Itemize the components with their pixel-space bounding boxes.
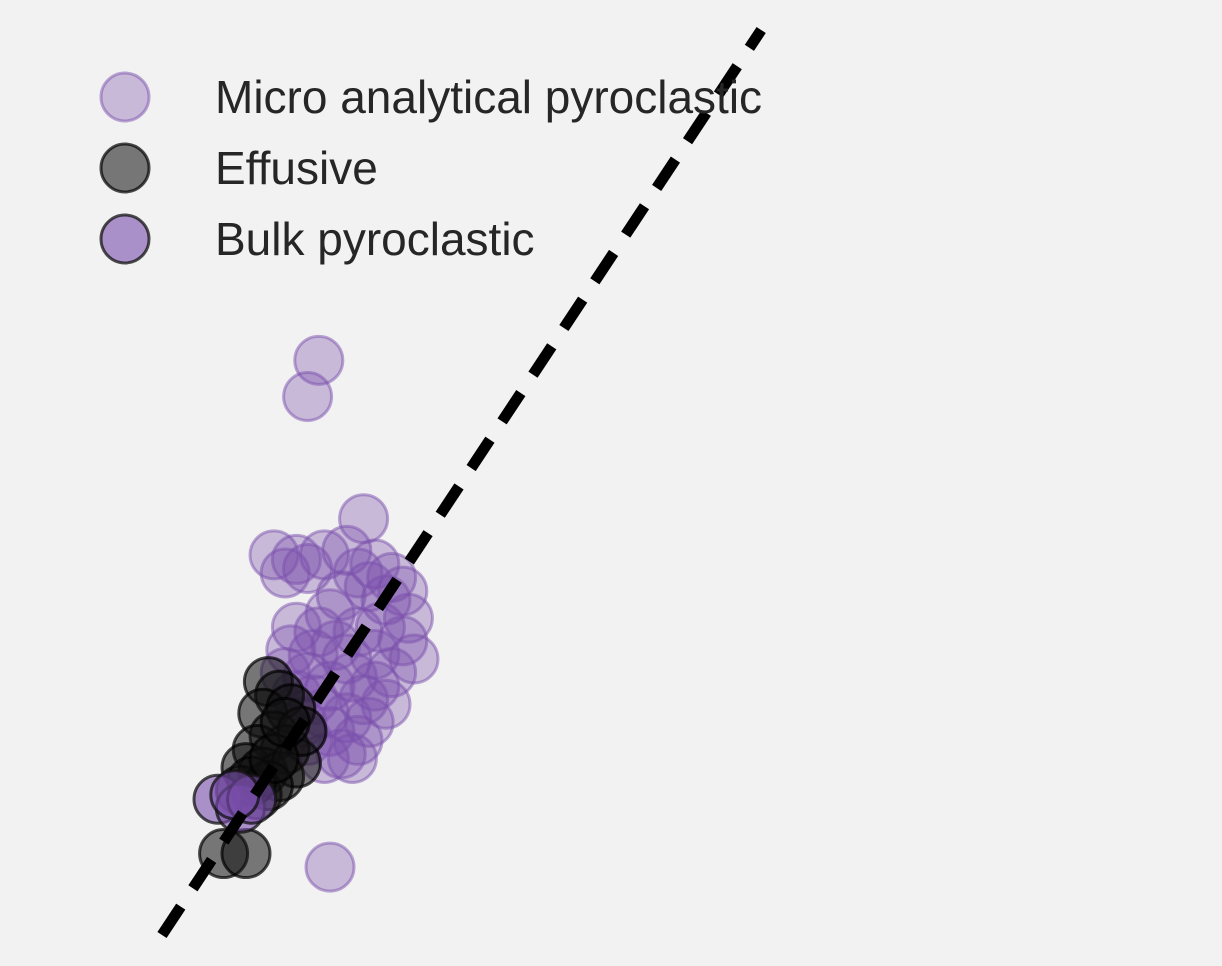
legend-label: Effusive bbox=[215, 142, 378, 194]
legend-marker bbox=[99, 71, 151, 123]
data-point bbox=[332, 714, 384, 766]
data-point bbox=[338, 674, 390, 726]
data-point bbox=[326, 733, 378, 785]
points-layer bbox=[192, 334, 440, 893]
reference-line bbox=[157, 26, 766, 939]
legend-label: Micro analytical pyroclastic bbox=[215, 71, 762, 123]
legend-label: Bulk pyroclastic bbox=[215, 213, 535, 265]
data-point bbox=[282, 371, 334, 423]
data-point bbox=[304, 841, 356, 893]
legend: Micro analytical pyroclastic Effusive Bulk… bbox=[99, 71, 762, 265]
legend-marker bbox=[99, 142, 151, 194]
legend-marker bbox=[99, 213, 151, 265]
data-point bbox=[209, 769, 261, 821]
reference-line-layer bbox=[157, 26, 766, 939]
